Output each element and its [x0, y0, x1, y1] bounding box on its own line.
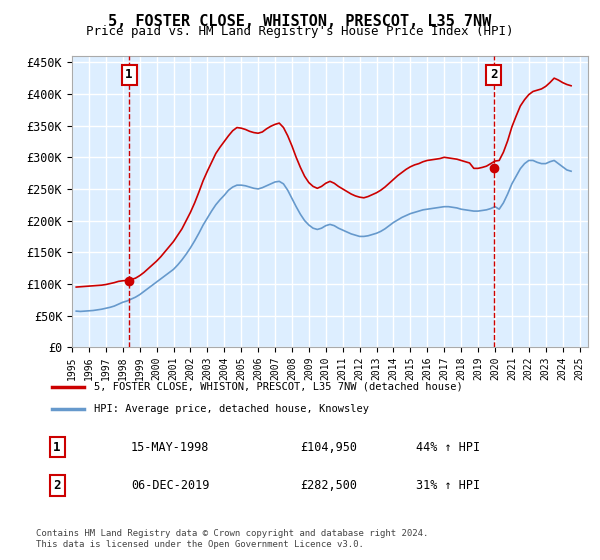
Text: 15-MAY-1998: 15-MAY-1998 [131, 441, 209, 454]
Text: 44% ↑ HPI: 44% ↑ HPI [416, 441, 480, 454]
Text: 06-DEC-2019: 06-DEC-2019 [131, 479, 209, 492]
Text: £104,950: £104,950 [300, 441, 357, 454]
Text: Contains HM Land Registry data © Crown copyright and database right 2024.
This d: Contains HM Land Registry data © Crown c… [36, 529, 428, 549]
Text: 1: 1 [125, 68, 133, 82]
Text: 1: 1 [53, 441, 61, 454]
Text: £282,500: £282,500 [300, 479, 357, 492]
Text: Price paid vs. HM Land Registry's House Price Index (HPI): Price paid vs. HM Land Registry's House … [86, 25, 514, 38]
Text: 2: 2 [490, 68, 497, 82]
Text: HPI: Average price, detached house, Knowsley: HPI: Average price, detached house, Know… [94, 404, 369, 414]
Text: 2: 2 [53, 479, 61, 492]
Text: 5, FOSTER CLOSE, WHISTON, PRESCOT, L35 7NW (detached house): 5, FOSTER CLOSE, WHISTON, PRESCOT, L35 7… [94, 381, 463, 391]
Text: 5, FOSTER CLOSE, WHISTON, PRESCOT, L35 7NW: 5, FOSTER CLOSE, WHISTON, PRESCOT, L35 7… [109, 14, 491, 29]
Text: 31% ↑ HPI: 31% ↑ HPI [416, 479, 480, 492]
